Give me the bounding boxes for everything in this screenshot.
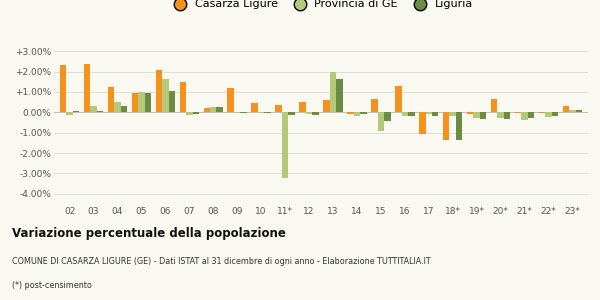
Bar [528,112,534,119]
Bar [456,112,463,140]
Bar [539,112,545,113]
Bar [473,112,480,119]
Bar [371,99,377,112]
Bar [121,106,127,112]
Bar [84,64,90,112]
Bar [203,108,210,112]
Bar [299,102,306,112]
Bar [282,112,289,178]
Legend: Casarza Ligure, Provincia di GE, Liguria: Casarza Ligure, Provincia di GE, Liguria [165,0,477,14]
Bar [384,112,391,122]
Bar [330,72,336,112]
Bar [90,106,97,112]
Bar [60,65,67,112]
Bar [419,112,425,134]
Bar [306,112,312,114]
Bar [408,112,415,116]
Bar [563,106,569,112]
Bar [217,107,223,112]
Bar [258,112,265,113]
Bar [193,112,199,114]
Bar [401,112,408,116]
Bar [169,91,175,112]
Bar [521,112,528,121]
Bar [323,100,330,112]
Bar [67,112,73,116]
Bar [425,112,432,114]
Bar [97,111,103,112]
Bar [360,112,367,114]
Bar [155,70,162,112]
Bar [395,86,401,112]
Bar [73,111,79,112]
Bar [347,112,353,114]
Bar [569,110,575,112]
Bar [480,112,487,119]
Bar [162,79,169,112]
Bar [497,112,504,119]
Bar [251,103,258,112]
Text: COMUNE DI CASARZA LIGURE (GE) - Dati ISTAT al 31 dicembre di ogni anno - Elabora: COMUNE DI CASARZA LIGURE (GE) - Dati IST… [12,257,431,266]
Bar [377,112,384,131]
Bar [504,112,510,119]
Bar [312,112,319,116]
Bar [234,112,241,113]
Bar [138,92,145,112]
Bar [552,112,558,116]
Bar [275,105,282,112]
Bar [114,102,121,112]
Bar [443,112,449,140]
Text: Variazione percentuale della popolazione: Variazione percentuale della popolazione [12,227,286,240]
Bar [210,107,217,112]
Bar [227,88,234,112]
Text: (*) post-censimento: (*) post-censimento [12,281,92,290]
Bar [108,87,114,112]
Bar [132,93,138,112]
Bar [449,112,456,116]
Bar [467,112,473,114]
Bar [179,82,186,112]
Bar [336,79,343,112]
Bar [515,112,521,113]
Bar [289,112,295,116]
Bar [145,93,151,112]
Bar [186,112,193,116]
Bar [575,110,582,112]
Bar [265,112,271,113]
Bar [491,99,497,112]
Bar [432,112,439,116]
Bar [241,112,247,113]
Bar [353,112,360,116]
Bar [545,112,552,117]
